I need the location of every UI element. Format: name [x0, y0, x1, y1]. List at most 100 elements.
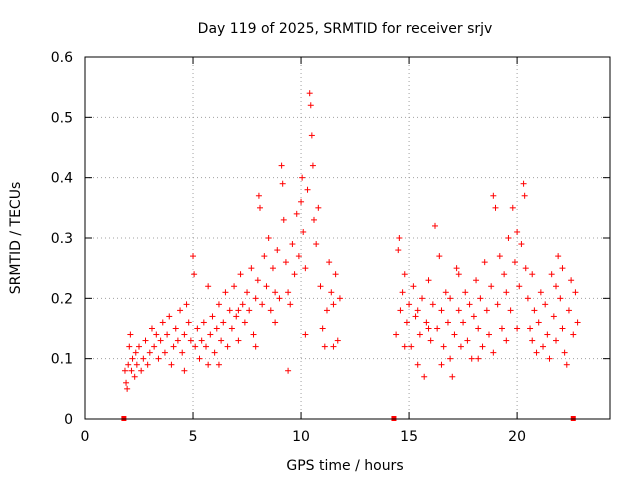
- data-point: [170, 343, 177, 350]
- data-point: [302, 265, 309, 272]
- data-point: [177, 307, 184, 314]
- data-point: [552, 283, 559, 290]
- data-point: [434, 325, 441, 332]
- data-point: [568, 277, 575, 284]
- data-point: [332, 271, 339, 278]
- data-point: [246, 307, 253, 314]
- data-point: [123, 379, 130, 386]
- data-point: [514, 325, 521, 332]
- data-point: [436, 253, 443, 260]
- data-point: [293, 210, 300, 217]
- y-tick-label: 0.1: [51, 352, 73, 368]
- data-point: [328, 289, 335, 296]
- data-point: [496, 253, 503, 260]
- data-point: [429, 301, 436, 308]
- data-point: [309, 162, 316, 169]
- data-point: [492, 204, 499, 211]
- data-point: [395, 247, 402, 254]
- data-point: [183, 301, 190, 308]
- data-point: [155, 355, 162, 362]
- data-point: [453, 265, 460, 272]
- data-point: [207, 331, 214, 338]
- data-point: [432, 222, 438, 229]
- data-point: [330, 343, 337, 350]
- data-point: [280, 216, 287, 223]
- data-point: [285, 289, 292, 296]
- data-points: [121, 90, 581, 392]
- data-point: [403, 319, 410, 326]
- data-point: [460, 319, 467, 326]
- data-point: [520, 180, 527, 187]
- data-point: [191, 271, 198, 278]
- data-point: [257, 204, 263, 211]
- data-point: [494, 301, 501, 308]
- data-point: [306, 90, 313, 97]
- data-point: [304, 186, 311, 193]
- data-point: [570, 331, 577, 338]
- data-point: [531, 307, 538, 314]
- data-point: [518, 241, 525, 248]
- data-point: [423, 319, 430, 326]
- data-point: [295, 253, 302, 260]
- data-point: [464, 337, 471, 344]
- data-point: [164, 331, 171, 338]
- data-point: [455, 307, 462, 314]
- data-point: [300, 228, 307, 235]
- data-point: [421, 373, 428, 380]
- data-point: [252, 343, 259, 350]
- data-point: [477, 295, 484, 302]
- data-point: [462, 289, 469, 296]
- data-point: [237, 271, 244, 278]
- data-point: [313, 241, 320, 248]
- data-point: [449, 373, 456, 380]
- data-point: [205, 361, 212, 368]
- data-point: [483, 307, 490, 314]
- data-point: [505, 235, 512, 241]
- data-point: [209, 313, 216, 320]
- data-point: [231, 283, 238, 290]
- data-point: [544, 331, 551, 338]
- data-point: [179, 349, 186, 356]
- grid-lines: [85, 57, 610, 419]
- data-point: [278, 162, 285, 169]
- data-point: [279, 180, 286, 187]
- data-point: [235, 337, 242, 344]
- data-point: [503, 289, 510, 296]
- data-point: [425, 325, 432, 332]
- data-point: [248, 265, 255, 272]
- data-point: [215, 361, 222, 368]
- data-point: [172, 325, 179, 332]
- data-point: [514, 228, 521, 235]
- data-point: [220, 319, 227, 326]
- data-point: [228, 325, 235, 332]
- data-point: [321, 343, 328, 350]
- data-point: [148, 325, 155, 332]
- data-point: [218, 337, 225, 344]
- data-point: [308, 132, 315, 139]
- data-point: [187, 337, 194, 344]
- data-point: [490, 349, 497, 356]
- data-point: [132, 349, 139, 356]
- data-point: [263, 283, 270, 290]
- data-point: [475, 325, 482, 332]
- y-tick-label: 0: [64, 412, 73, 428]
- data-point: [287, 301, 294, 308]
- data-point: [503, 337, 510, 344]
- data-point: [307, 102, 314, 109]
- data-point: [425, 277, 432, 284]
- data-point: [559, 325, 566, 332]
- data-point: [475, 355, 482, 362]
- data-point: [192, 343, 199, 350]
- data-point: [393, 331, 400, 338]
- data-point: [146, 349, 153, 356]
- data-point: [442, 289, 449, 296]
- axis-ticks: 0 0.1 0.2 0.3 0.4 0.5 0.6 0 5 10 15 20: [51, 50, 610, 445]
- data-point: [507, 307, 514, 314]
- data-point: [174, 337, 181, 344]
- data-point: [211, 349, 218, 356]
- data-point: [323, 307, 330, 314]
- data-point: [131, 373, 138, 380]
- data-point: [272, 319, 279, 326]
- data-point: [185, 319, 192, 326]
- data-point: [282, 259, 289, 266]
